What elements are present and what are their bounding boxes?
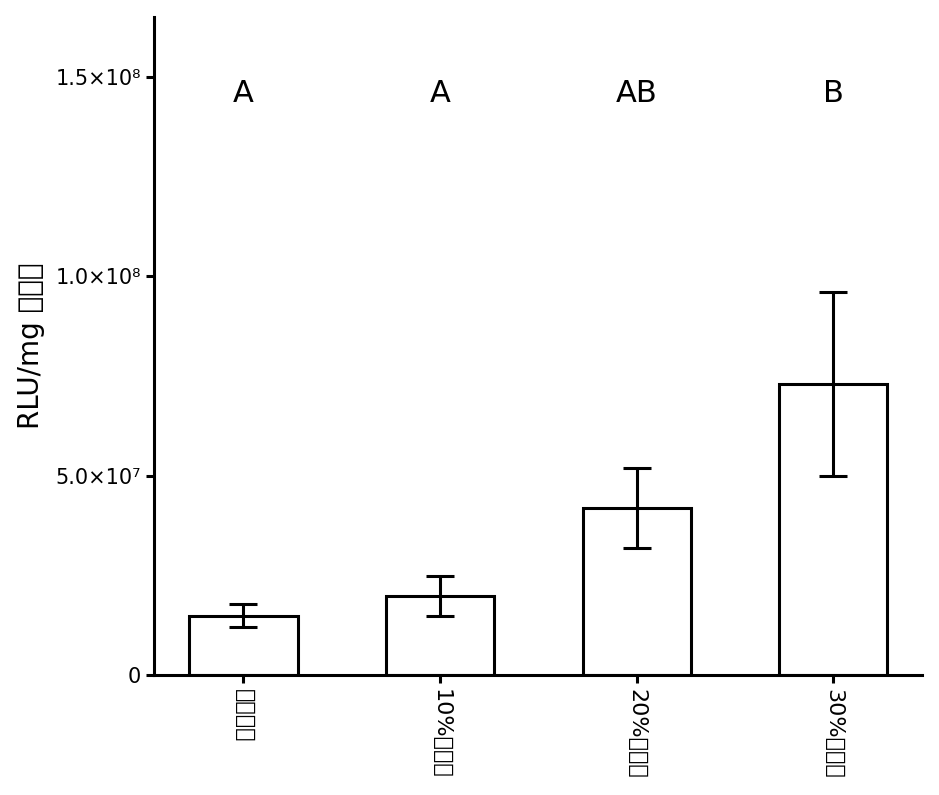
Bar (386, 595, 494, 676)
Text: A: A (233, 80, 254, 108)
Text: B: B (823, 80, 844, 108)
Bar (779, 384, 887, 676)
Text: A: A (430, 80, 451, 108)
Y-axis label: RLU/mg 蛋白质: RLU/mg 蛋白质 (17, 263, 45, 429)
Text: AB: AB (616, 80, 657, 108)
Bar (582, 508, 691, 676)
Bar (190, 615, 298, 676)
